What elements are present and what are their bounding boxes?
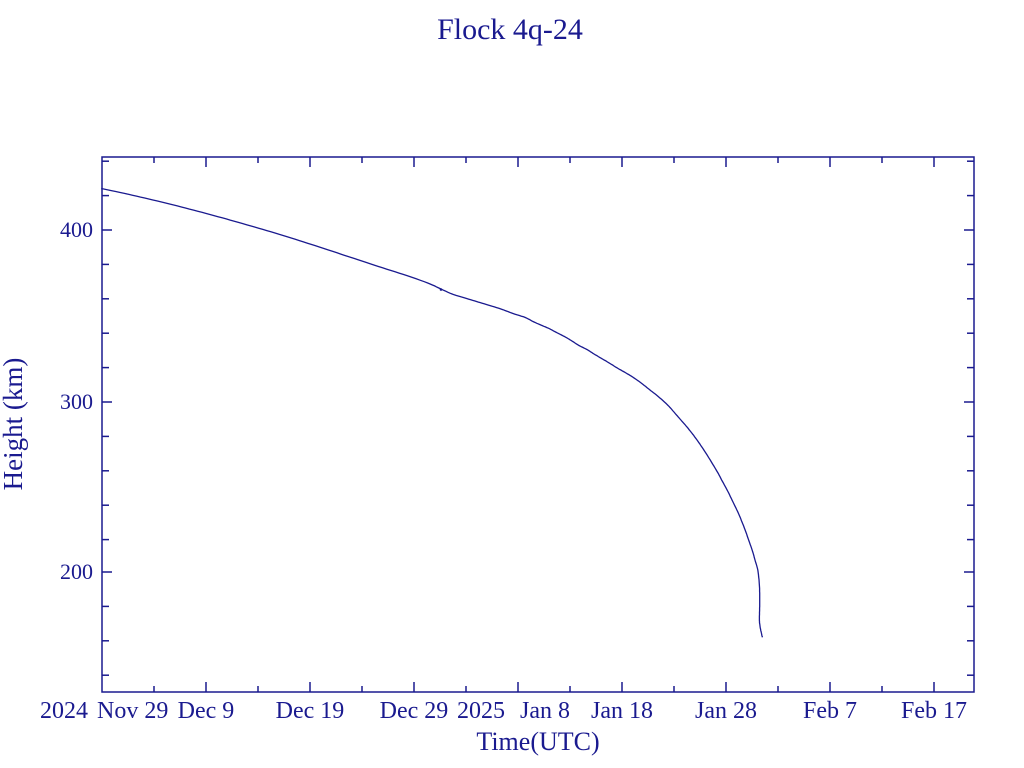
svg-text:Time(UTC): Time(UTC) <box>476 727 599 756</box>
svg-text:Nov 29: Nov 29 <box>97 698 168 724</box>
svg-text:Jan 8: Jan 8 <box>520 698 570 724</box>
svg-text:Jan 28: Jan 28 <box>695 698 757 724</box>
svg-text:300: 300 <box>60 389 93 414</box>
svg-text:400: 400 <box>60 217 93 242</box>
svg-text:Feb 7: Feb 7 <box>803 698 857 724</box>
svg-text:Dec 19: Dec 19 <box>276 698 345 724</box>
svg-text:Dec 9: Dec 9 <box>178 698 235 724</box>
svg-text:Flock 4q-24: Flock 4q-24 <box>437 13 583 46</box>
svg-text:Feb 17: Feb 17 <box>901 698 967 724</box>
svg-text:Jan 18: Jan 18 <box>591 698 653 724</box>
svg-text:Height (km): Height (km) <box>0 358 28 491</box>
svg-text:Dec 29: Dec 29 <box>380 698 449 724</box>
svg-text:2024: 2024 <box>40 698 88 724</box>
svg-text:200: 200 <box>60 559 93 584</box>
svg-text:2025: 2025 <box>457 698 505 724</box>
